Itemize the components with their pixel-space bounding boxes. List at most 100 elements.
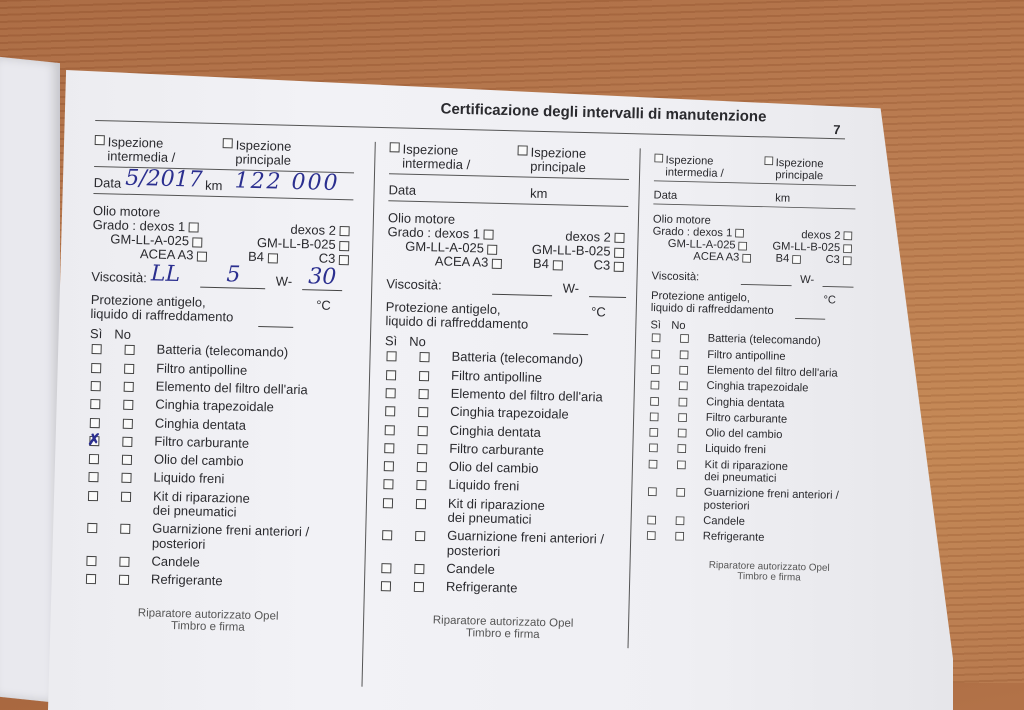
yes-checkbox[interactable] <box>381 563 392 574</box>
no-checkbox[interactable] <box>678 381 688 391</box>
no-checkbox[interactable] <box>413 582 425 593</box>
yes-checkbox[interactable] <box>85 574 97 585</box>
viscosity-prefix[interactable] <box>446 293 493 294</box>
grade-checkbox[interactable] <box>792 255 802 264</box>
yes-checkbox[interactable] <box>89 417 100 428</box>
yes-checkbox[interactable] <box>385 388 396 399</box>
no-checkbox[interactable] <box>121 473 132 484</box>
yes-checkbox[interactable] <box>650 365 660 374</box>
no-checkbox[interactable] <box>123 400 134 411</box>
no-checkbox[interactable] <box>122 436 133 447</box>
inspection-checkbox[interactable] <box>654 153 664 163</box>
no-checkbox[interactable] <box>417 443 428 455</box>
no-checkbox[interactable] <box>676 488 686 498</box>
yes-checkbox[interactable] <box>87 523 98 534</box>
grade-checkbox[interactable] <box>192 237 203 248</box>
no-checkbox[interactable] <box>678 397 688 407</box>
yes-checkbox[interactable]: ✗ <box>87 432 101 449</box>
yes-checkbox[interactable] <box>384 424 395 435</box>
yes-checkbox[interactable] <box>651 333 661 343</box>
yes-checkbox[interactable] <box>88 472 99 483</box>
yes-checkbox[interactable] <box>91 362 102 373</box>
no-checkbox[interactable] <box>418 407 429 418</box>
yes-checkbox[interactable] <box>87 490 99 501</box>
no-checkbox[interactable] <box>677 444 687 454</box>
antifreeze-value[interactable] <box>553 318 589 336</box>
inspection-checkbox[interactable] <box>94 134 105 146</box>
grade-checkbox[interactable] <box>339 226 350 237</box>
viscosity-prefix[interactable] <box>703 284 742 285</box>
grade-checkbox[interactable] <box>491 258 503 270</box>
no-checkbox[interactable] <box>676 460 686 470</box>
no-checkbox[interactable] <box>677 428 687 438</box>
no-checkbox[interactable] <box>124 363 135 374</box>
yes-checkbox[interactable] <box>90 380 101 392</box>
grade-checkbox[interactable] <box>742 253 752 263</box>
yes-checkbox[interactable] <box>380 581 392 592</box>
no-checkbox[interactable] <box>679 350 689 359</box>
yes-checkbox[interactable] <box>647 515 657 525</box>
yes-checkbox[interactable] <box>382 530 393 541</box>
grade-checkbox[interactable] <box>842 256 852 266</box>
yes-checkbox[interactable] <box>90 399 101 410</box>
no-checkbox[interactable] <box>418 388 429 400</box>
viscosity-cold[interactable] <box>741 283 792 286</box>
yes-checkbox[interactable] <box>650 396 659 406</box>
no-checkbox[interactable] <box>416 462 427 473</box>
no-checkbox[interactable] <box>679 365 689 375</box>
yes-checkbox[interactable] <box>385 406 396 417</box>
grade-checkbox[interactable] <box>188 222 199 234</box>
yes-checkbox[interactable] <box>649 412 659 422</box>
grade-checkbox[interactable] <box>614 247 625 258</box>
yes-checkbox[interactable] <box>384 443 395 454</box>
no-checkbox[interactable] <box>418 370 430 381</box>
date-value[interactable]: 5/2017 <box>124 166 203 194</box>
yes-checkbox[interactable] <box>382 497 394 509</box>
no-checkbox[interactable] <box>675 516 685 526</box>
yes-checkbox[interactable] <box>383 461 394 472</box>
grade-checkbox[interactable] <box>338 255 349 266</box>
yes-checkbox[interactable] <box>650 380 660 390</box>
grade-checkbox[interactable] <box>843 244 852 253</box>
no-checkbox[interactable] <box>414 563 425 575</box>
viscosity-cold[interactable] <box>492 293 553 297</box>
grade-checkbox[interactable] <box>267 253 278 264</box>
grade-checkbox[interactable] <box>614 233 625 244</box>
viscosity-hot[interactable] <box>588 295 627 298</box>
yes-checkbox[interactable] <box>91 344 102 355</box>
grade-checkbox[interactable] <box>738 241 748 251</box>
inspection-checkbox[interactable] <box>517 145 528 156</box>
grade-checkbox[interactable] <box>735 229 745 238</box>
viscosity-prefix[interactable]: LL <box>150 261 181 287</box>
antifreeze-value[interactable] <box>794 305 826 320</box>
no-checkbox[interactable] <box>118 574 130 586</box>
yes-checkbox[interactable] <box>649 443 658 453</box>
yes-checkbox[interactable] <box>646 531 656 541</box>
no-checkbox[interactable] <box>678 413 687 422</box>
yes-checkbox[interactable] <box>386 351 397 362</box>
no-checkbox[interactable] <box>415 498 427 509</box>
no-checkbox[interactable] <box>121 454 133 466</box>
yes-checkbox[interactable] <box>651 349 661 359</box>
no-checkbox[interactable] <box>416 480 427 491</box>
grade-checkbox[interactable] <box>196 251 208 262</box>
viscosity-hot[interactable]: 30 <box>301 264 343 291</box>
no-checkbox[interactable] <box>417 425 428 436</box>
grade-checkbox[interactable] <box>339 240 350 251</box>
no-checkbox[interactable] <box>124 345 135 356</box>
no-checkbox[interactable] <box>119 556 130 567</box>
yes-checkbox[interactable] <box>383 479 394 490</box>
grade-checkbox[interactable] <box>613 261 624 273</box>
no-checkbox[interactable] <box>680 334 689 344</box>
no-checkbox[interactable] <box>419 352 430 363</box>
grade-checkbox[interactable] <box>552 260 563 271</box>
viscosity-cold[interactable]: 5 <box>200 262 267 289</box>
yes-checkbox[interactable] <box>385 369 397 381</box>
no-checkbox[interactable] <box>123 381 134 392</box>
antifreeze-value[interactable] <box>258 311 294 328</box>
grade-checkbox[interactable] <box>483 229 494 241</box>
no-checkbox[interactable] <box>675 532 685 541</box>
no-checkbox[interactable] <box>120 524 131 535</box>
inspection-checkbox[interactable] <box>764 156 774 166</box>
grade-checkbox[interactable] <box>487 244 498 255</box>
